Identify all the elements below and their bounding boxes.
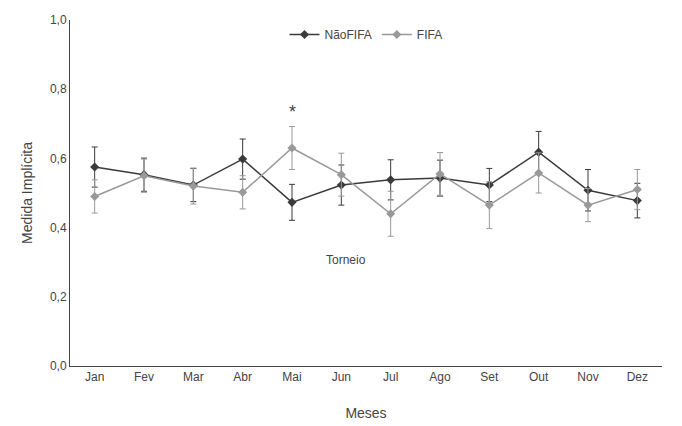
svg-text:Medida Implícita: Medida Implícita <box>19 142 35 244</box>
svg-text:0,2: 0,2 <box>50 290 67 304</box>
svg-text:Mai: Mai <box>282 370 301 384</box>
svg-text:Fev: Fev <box>134 370 154 384</box>
svg-text:1,0: 1,0 <box>50 13 67 27</box>
svg-text:Dez: Dez <box>627 370 648 384</box>
svg-text:0,6: 0,6 <box>50 152 67 166</box>
svg-text:Set: Set <box>480 370 499 384</box>
svg-text:NãoFIFA: NãoFIFA <box>325 28 372 42</box>
svg-text:*: * <box>289 102 296 122</box>
svg-text:Mar: Mar <box>183 370 204 384</box>
svg-text:0,8: 0,8 <box>50 82 67 96</box>
svg-text:Jun: Jun <box>332 370 351 384</box>
svg-text:Nov: Nov <box>577 370 598 384</box>
svg-text:Ago: Ago <box>429 370 451 384</box>
svg-text:Jul: Jul <box>383 370 398 384</box>
svg-text:Abr: Abr <box>233 370 252 384</box>
svg-text:Meses: Meses <box>345 405 386 421</box>
svg-text:Out: Out <box>529 370 549 384</box>
svg-text:0,4: 0,4 <box>50 221 67 235</box>
svg-text:Jan: Jan <box>85 370 104 384</box>
svg-text:FIFA: FIFA <box>417 28 442 42</box>
svg-text:Torneio: Torneio <box>326 253 366 267</box>
svg-text:0,0: 0,0 <box>50 359 67 373</box>
